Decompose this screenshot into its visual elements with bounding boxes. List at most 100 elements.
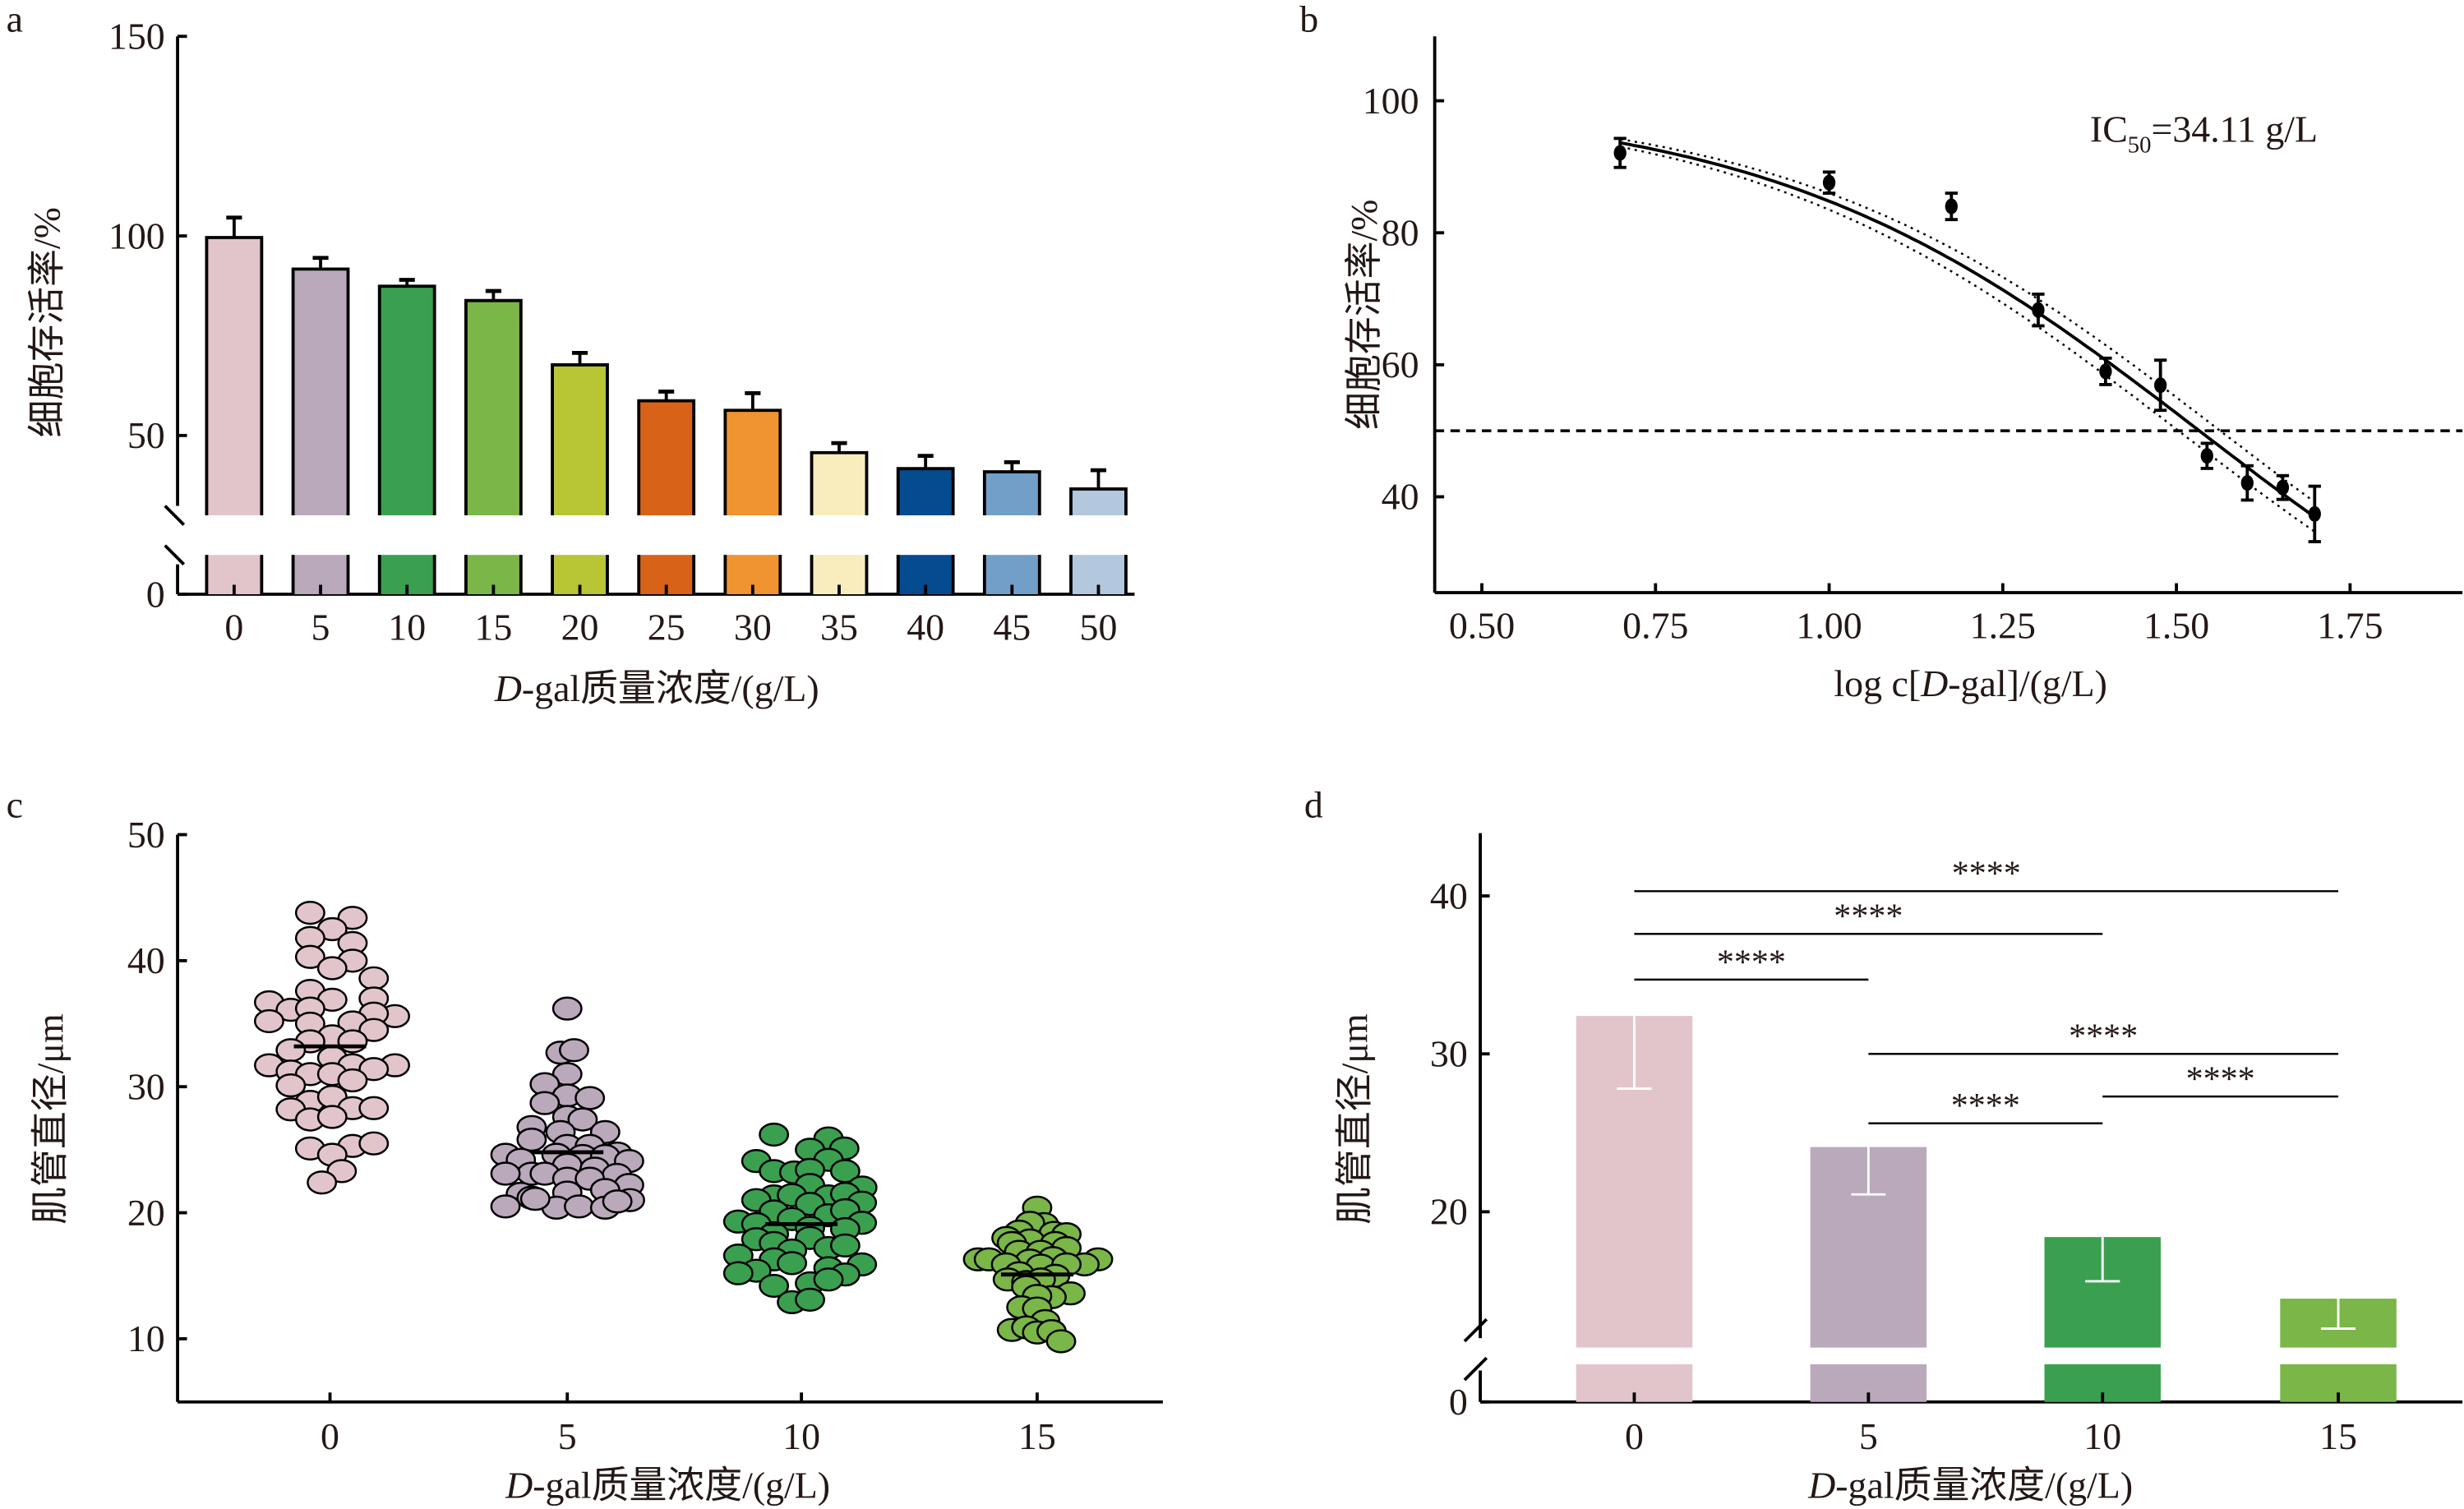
panel-b-x-tick-label: 1.75 [2317, 605, 2383, 647]
panel-d-significance-label: **** [1717, 944, 1786, 981]
panel-a-bar-outline [637, 399, 696, 515]
panel-c-data-point [358, 1018, 390, 1042]
panel-d-x-axis-title: D-gal质量浓度/(g/L) [1807, 1464, 2133, 1506]
panel-c-y-tick-label: 50 [127, 814, 165, 856]
panel-c-data-point [358, 1096, 390, 1120]
panel-a-x-tick-label: 40 [907, 606, 944, 648]
panel-c-data-point [564, 1194, 594, 1219]
panel-a-x-tick-label: 25 [648, 606, 685, 648]
panel-c-y-tick-label: 10 [127, 1317, 165, 1359]
panel-b-y-tick-label: 60 [1382, 344, 1419, 385]
panel-a-bar-outline [723, 408, 782, 515]
panel-c-x-axis-title-italic: D [505, 1464, 533, 1506]
panel-b-x-axis-title-suffix: -gal]/(g/L) [1948, 662, 2107, 704]
panel-b-x-axis-title-prefix: log c[ [1834, 662, 1921, 704]
panel-a-bar-upper [811, 452, 867, 515]
panel-c-data-point [567, 1107, 598, 1132]
panel-c-x-tick-label: 15 [1018, 1415, 1056, 1457]
panel-c-data-point [529, 1091, 561, 1115]
panel-c-data-point [275, 1073, 307, 1098]
panel-b-fitted-curve [1620, 141, 2317, 519]
panel-a-axis-break-mark [164, 505, 186, 526]
panel-b-data-point [2154, 377, 2167, 394]
panel-b-x-tick-label: 0.50 [1449, 605, 1515, 647]
panel-c-data-point [795, 1287, 825, 1312]
panel-a-bar-lower-outline [982, 555, 1041, 594]
panel-c-y-axis-title: 肌管直径/μm [29, 1013, 71, 1225]
panel-label-d: d [1304, 783, 1323, 825]
panel-c-data-point [358, 1057, 390, 1082]
panel-d-myotube-diameter-bar-chart: 肌管直径/μm D-gal质量浓度/(g/L) 0 20 30 40 0 5 10 15 ***… [1333, 833, 2463, 1506]
panel-a-bar-lower-outline [637, 555, 696, 594]
panel-a-x-tick-label: 45 [993, 606, 1031, 648]
panel-b-x-tick-label: 0.75 [1622, 605, 1688, 647]
panel-d-y-tick-label: 30 [1430, 1033, 1468, 1075]
panel-a-bar-upper [379, 286, 435, 515]
panel-d-axis-break-mark [1463, 1356, 1488, 1382]
panel-a-bar-lower-outline [1069, 555, 1128, 594]
panel-a-x-tick-label: 0 [224, 606, 243, 648]
panel-a-cell-viability-bar-chart: 细胞存活率/% D-gal质量浓度/(g/L) 0 50 100 150 0 5 10 15 2… [26, 16, 1135, 709]
panel-a-bar-upper [725, 410, 781, 515]
panel-b-data-point [2200, 448, 2213, 464]
panel-d-y-tick-label: 0 [1449, 1381, 1468, 1423]
panel-c-x-tick-label: 0 [321, 1415, 339, 1457]
panel-a-bar-upper [465, 300, 521, 515]
panel-c-data-point [316, 1105, 348, 1129]
panel-d-significance-label: **** [1952, 856, 2021, 893]
panel-b-x-axis-title-italic: D [1920, 662, 1948, 704]
panel-a-x-tick-label: 20 [561, 606, 599, 648]
panel-a-x-axis-title-rest: -gal质量浓度/(g/L) [522, 667, 819, 709]
panel-a-x-tick-label: 35 [820, 606, 858, 648]
panel-d-axis-break-mark [1463, 1317, 1488, 1343]
panel-a-bar-upper [1071, 488, 1126, 515]
panel-c-data-point [777, 1251, 808, 1276]
panel-b-y-tick-label: 80 [1382, 212, 1419, 254]
panel-c-data-point [574, 1086, 606, 1110]
panel-a-bar-upper [984, 472, 1040, 515]
panel-a-bar-lower-outline [464, 555, 523, 594]
panel-a-y-tick-label: 150 [108, 16, 165, 58]
panel-label-a: a [7, 0, 23, 39]
panel-b-x-tick-label: 1.00 [1796, 605, 1862, 647]
panel-b-data-point [1613, 145, 1627, 161]
panel-d-x-tick-label: 15 [2319, 1415, 2357, 1457]
panel-a-bar-lower-outline [205, 555, 264, 594]
panel-b-x-axis-title: log c[D-gal]/(g/L) [1834, 662, 2106, 704]
panel-a-bar-lower-outline [896, 555, 955, 594]
panel-d-y-axis-title: 肌管直径/μm [1333, 1013, 1375, 1225]
panel-d-significance-label: **** [2186, 1060, 2255, 1098]
panel-a-bar-upper [639, 400, 694, 515]
panel-b-data-point [1822, 174, 1836, 191]
panel-b-y-axis-title: 细胞存活率/% [1343, 199, 1385, 429]
panel-a-x-tick-label: 50 [1080, 606, 1118, 648]
panel-a-x-axis-title: D-gal质量浓度/(g/L) [494, 667, 819, 709]
panel-c-y-tick-label: 30 [127, 1065, 165, 1107]
panel-a-bar-upper [293, 269, 348, 515]
panel-c-data-point [358, 1131, 390, 1156]
panel-a-y-axis-title: 细胞存活率/% [26, 207, 68, 437]
panel-c-data-point [294, 900, 325, 925]
panel-a-x-tick-label: 30 [734, 606, 772, 648]
panel-c-data-point [1045, 1329, 1077, 1354]
panel-d-y-tick-label: 40 [1430, 874, 1468, 916]
panel-c-data-point [519, 1187, 551, 1211]
panel-c-y-tick-label: 20 [127, 1192, 165, 1234]
ic50-annotation: IC50=34.11 g/L [2090, 108, 2318, 158]
panel-a-bar-lower-outline [551, 555, 609, 594]
panel-label-c: c [7, 783, 23, 825]
panel-a-bar-lower-outline [723, 555, 782, 594]
panel-b-data-point [2032, 302, 2045, 318]
panel-a-bar-lower-outline [291, 555, 350, 594]
panel-d-x-axis-title-italic: D [1807, 1464, 1835, 1506]
panel-b-x-tick-label: 1.50 [2143, 605, 2209, 647]
panel-c-data-point [307, 1170, 338, 1195]
panel-a-bar-upper [552, 364, 607, 515]
panel-a-bar-lower-outline [377, 555, 436, 594]
panel-a-x-tick-label: 10 [388, 606, 426, 648]
panel-a-x-tick-label: 15 [474, 606, 512, 648]
panel-c-data-point [759, 1122, 790, 1147]
panel-d-x-tick-label: 0 [1625, 1415, 1644, 1457]
panel-b-data-point [2240, 475, 2254, 491]
panel-a-y-tick-label: 0 [146, 573, 165, 615]
